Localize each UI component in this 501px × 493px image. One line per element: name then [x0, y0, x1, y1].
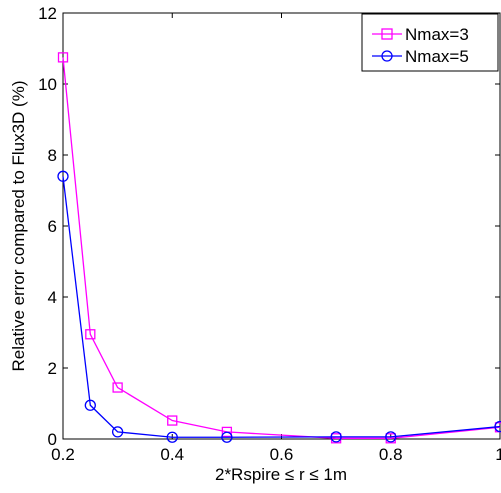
data-point-nmax3 — [167, 415, 178, 426]
x-tick-label: 0.8 — [379, 445, 403, 464]
plot-area — [62, 12, 501, 440]
data-point-nmax5 — [221, 431, 233, 443]
x-axis-ticks: 0.2 0.4 0.6 0.8 1 — [51, 13, 501, 464]
series-line-nmax5 — [62, 176, 501, 438]
series-line-nmax3 — [62, 57, 501, 439]
data-point-nmax5 — [84, 399, 96, 411]
y-tick-label: 12 — [38, 4, 57, 23]
y-axis-label: Relative error compared to Flux3D (%) — [9, 81, 28, 372]
y-tick-label: 2 — [48, 359, 57, 378]
y-tick-label: 0 — [48, 430, 57, 449]
x-tick-label: 0.4 — [160, 445, 184, 464]
series-layer — [57, 52, 501, 444]
y-tick-label: 4 — [48, 288, 57, 307]
y-tick-label: 8 — [48, 146, 57, 165]
legend-marker-nmax5 — [381, 50, 393, 62]
legend-label-nmax3: Nmax=3 — [405, 25, 469, 44]
y-axis-ticks: 0 2 4 6 8 10 12 — [38, 4, 500, 449]
data-point-nmax5 — [385, 431, 397, 443]
legend-box — [361, 13, 499, 72]
data-point-nmax3 — [221, 426, 233, 438]
data-point-nmax5 — [111, 426, 124, 438]
data-point-nmax5 — [494, 420, 501, 433]
legend: Nmax=3 Nmax=5 — [361, 13, 499, 72]
data-point-nmax3 — [112, 382, 123, 393]
y-tick-label: 10 — [38, 75, 57, 94]
legend-label-nmax5: Nmax=5 — [405, 47, 469, 66]
x-tick-label: 1 — [495, 445, 501, 464]
data-point-nmax5 — [166, 431, 178, 443]
x-tick-label: 0.2 — [51, 445, 75, 464]
data-point-nmax5 — [330, 431, 342, 443]
data-point-nmax5 — [57, 170, 69, 182]
x-tick-label: 0.6 — [270, 445, 294, 464]
data-point-nmax3 — [57, 52, 69, 63]
x-axis-label: 2*Rspire ≤ r ≤ 1m — [215, 465, 347, 484]
legend-marker-nmax3 — [381, 28, 393, 40]
data-point-nmax3 — [85, 329, 96, 340]
y-tick-label: 6 — [48, 217, 57, 236]
